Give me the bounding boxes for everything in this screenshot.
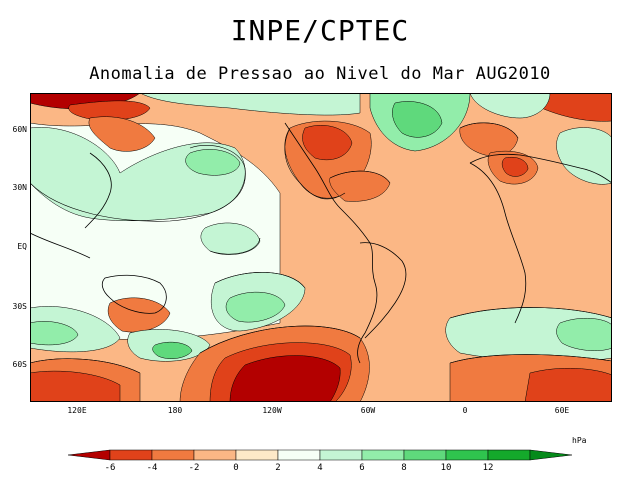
amundsen-negative-core — [229, 355, 341, 402]
lon-label-60w: 60W — [360, 406, 376, 415]
south-negative-west-core — [30, 370, 121, 402]
colorbar-tick-label: 12 — [482, 463, 494, 473]
lat-label-eq: EQ — [17, 242, 27, 251]
colorbar-segment — [151, 449, 195, 461]
colorbar — [67, 449, 573, 461]
okhotsk-negative — [88, 116, 156, 152]
colorbar-segment — [319, 449, 363, 461]
colorbar-tick-label: 0 — [233, 463, 239, 473]
colorbar-segment — [361, 449, 405, 461]
colorbar-tick-label: -2 — [188, 463, 200, 473]
lon-label-60e: 60E — [554, 406, 570, 415]
lon-label-0: 0 — [462, 406, 468, 415]
colorbar-tick-label: -4 — [146, 463, 158, 473]
colorbar-segment — [487, 449, 531, 461]
colorbar-segment — [403, 449, 447, 461]
colorbar-segment — [109, 449, 153, 461]
colorbar-tick-label: 8 — [401, 463, 407, 473]
south-indian-positive-west-core — [30, 321, 79, 346]
lon-label-120w: 120W — [262, 406, 282, 415]
lat-label-60n: 60N — [12, 125, 27, 134]
colorbar-segment — [445, 449, 489, 461]
coastlines — [30, 122, 612, 364]
unit-label: hPa — [572, 436, 587, 445]
colorbar-tick-label: -6 — [104, 463, 116, 473]
map-frame — [30, 93, 612, 402]
north-america-negative-core — [302, 125, 353, 161]
south-pacific-positive-west-core — [152, 341, 193, 359]
siberia-positive — [556, 127, 612, 185]
south-negative-east-core — [524, 367, 612, 402]
colorbar-segment — [193, 449, 237, 461]
page-title: INPE/CPTEC — [230, 14, 410, 47]
greenland-positive-core — [392, 101, 443, 138]
colorbar-tick-label: 10 — [440, 463, 452, 473]
lat-label-30n: 30N — [12, 183, 27, 192]
pacific-positive-core — [185, 149, 241, 176]
pacific-positive-region — [30, 127, 246, 221]
russia-negative-core — [501, 157, 529, 177]
south-indian-positive-east-core — [556, 318, 612, 351]
contour-lines — [30, 122, 612, 374]
colorbar-segments — [67, 449, 573, 461]
colorbar-segment — [529, 449, 573, 461]
south-pacific-positive-core — [225, 291, 286, 323]
arctic-positive — [139, 93, 361, 116]
colorbar-segment — [235, 449, 279, 461]
colorbar-tick-label: 6 — [359, 463, 365, 473]
map-subtitle: Anomalia de Pressao ao Nivel do Mar AUG2… — [89, 64, 551, 84]
tropical-pacific-positive — [200, 222, 261, 255]
lat-label-60s: 60S — [12, 360, 27, 369]
colorbar-tick-label: 2 — [275, 463, 281, 473]
colorbar-segment — [277, 449, 321, 461]
lat-label-30s: 30S — [12, 302, 27, 311]
lon-label-120e: 120E — [67, 406, 87, 415]
australia-south-negative — [107, 297, 171, 333]
colorbar-tick-label: 4 — [317, 463, 323, 473]
colorbar-segment — [67, 449, 111, 461]
lon-label-180: 180 — [167, 406, 183, 415]
arctic-negative-west-2 — [68, 100, 151, 121]
anomaly-map-svg — [30, 93, 612, 402]
barents-positive — [469, 93, 551, 119]
anomaly-map — [30, 93, 612, 402]
